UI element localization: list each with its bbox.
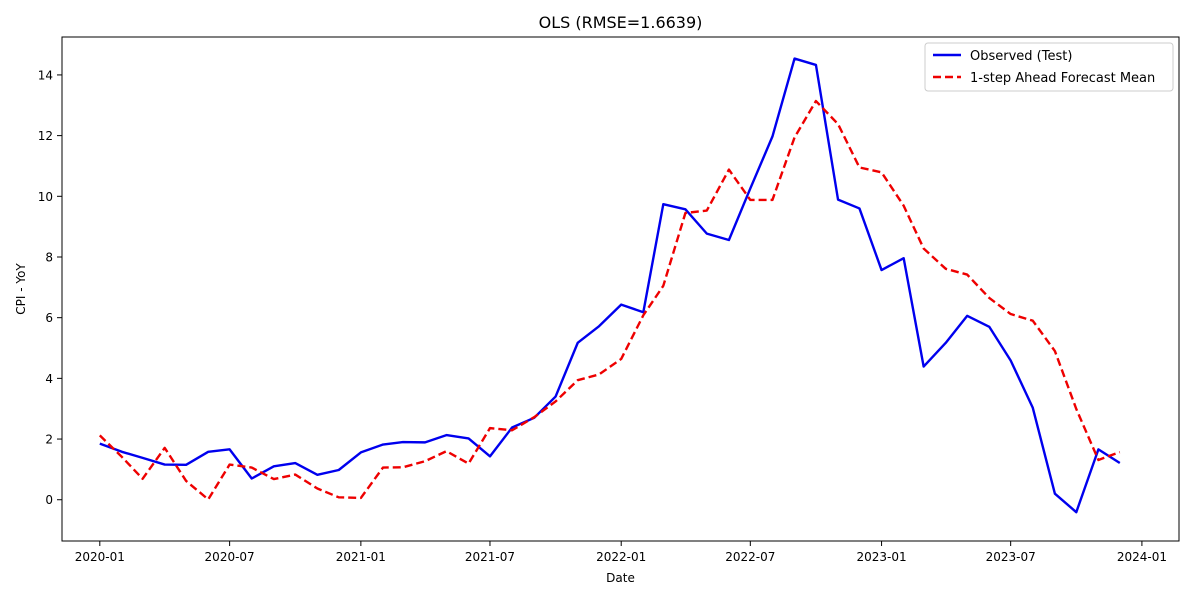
plot-area (98, 57, 1121, 514)
y-tick-label: 8 (45, 250, 53, 264)
x-axis-label: Date (606, 571, 635, 585)
y-tick-label: 12 (38, 129, 53, 143)
x-tick-label: 2023-07 (986, 550, 1036, 564)
y-tick-label: 0 (45, 493, 53, 507)
x-tick-label: 2020-01 (75, 550, 125, 564)
x-tick-label: 2022-07 (725, 550, 775, 564)
y-tick-label: 4 (45, 372, 53, 386)
legend-label-forecast: 1-step Ahead Forecast Mean (970, 71, 1155, 86)
legend-box (924, 42, 1174, 92)
x-tick-label: 2020-07 (205, 550, 255, 564)
x-tick-label: 2023-01 (856, 550, 906, 564)
x-tick-label: 2024-01 (1117, 550, 1167, 564)
x-tick-label: 2021-07 (465, 550, 515, 564)
legend: Observed (Test) 1-step Ahead Forecast Me… (924, 42, 1174, 92)
y-tick-label: 6 (45, 311, 53, 325)
y-tick-label: 10 (38, 190, 53, 204)
y-tick-label: 14 (38, 68, 53, 82)
legend-label-observed: Observed (Test) (970, 49, 1072, 64)
y-tick-label: 2 (45, 433, 53, 447)
y-axis: 0 2 4 6 8 10 12 14 (38, 68, 62, 507)
x-tick-label: 2021-01 (336, 550, 386, 564)
x-axis: 2020-01 2020-07 2021-01 2021-07 2022-01 2022-… (75, 541, 1167, 564)
x-tick-label: 2022-01 (596, 550, 646, 564)
y-axis-label: CPI - YoY (14, 263, 28, 315)
series-line-observed (99, 57, 1121, 514)
chart-title: OLS (RMSE=1.6639) (539, 13, 703, 32)
series-line-forecast (98, 99, 1121, 501)
axes-frame (61, 36, 1180, 542)
